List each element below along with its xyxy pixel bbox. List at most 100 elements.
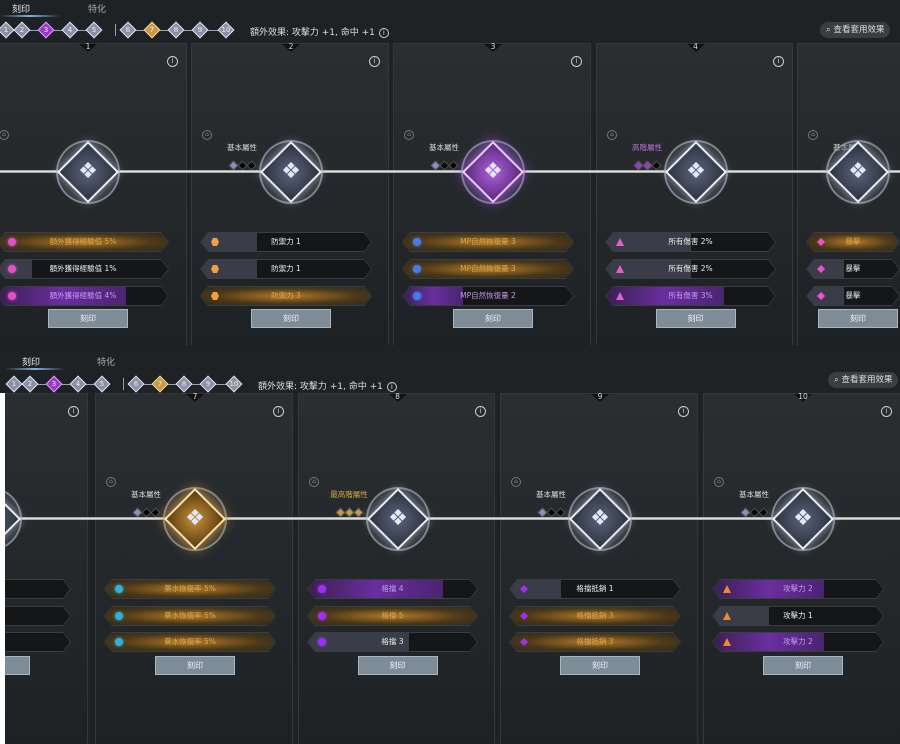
stepper-node-4[interactable]: 4 <box>69 375 87 393</box>
stepper-node-2[interactable]: 2 <box>21 375 39 393</box>
stepper-node-3[interactable]: 3 <box>37 21 55 39</box>
stepper-node-8[interactable]: 8 <box>175 375 193 393</box>
engrave-button[interactable]: 刻印 <box>453 309 533 328</box>
stat-circle-icon <box>8 265 16 273</box>
engrave-timeline <box>0 517 900 520</box>
stat-text: 所有傷害 3% <box>668 291 713 300</box>
info-icon[interactable]: i <box>167 56 178 67</box>
info-icon[interactable]: i <box>678 406 689 417</box>
stepper-node-10[interactable]: 10 <box>225 375 243 393</box>
view-applied-effects-button[interactable]: ⌕ 查看套用效果 <box>828 372 899 388</box>
tab-engrave[interactable]: 刻印 <box>22 358 41 368</box>
stat-bar-inner: 藥水恢復率 5% <box>105 607 275 625</box>
tier-gem-icon <box>546 507 556 518</box>
lock-icon[interactable]: ⌂ <box>607 130 617 140</box>
stat-text: 防禦力 1 <box>271 237 301 246</box>
info-icon[interactable]: i <box>571 56 582 67</box>
stat-bar: 格擋 3 <box>307 632 478 652</box>
stat-bar: 防禦力 3 <box>200 286 372 306</box>
stepper-node-9[interactable]: 9 <box>191 21 209 39</box>
stat-bar: 暴擊 <box>806 232 900 252</box>
engrave-button[interactable]: 刻印 <box>357 656 438 675</box>
engrave-card: 10 i ⌂ 基本屬性 ❖ 攻擊力 2 攻擊力 1 攻擊力 2 刻印 <box>703 392 900 744</box>
stat-circle-icon <box>8 292 16 300</box>
info-icon[interactable]: i <box>881 406 892 417</box>
stepper-node-label: 8 <box>181 380 187 388</box>
info-icon[interactable]: i <box>68 406 79 417</box>
stat-bar-fill <box>201 233 257 251</box>
stepper-node-4[interactable]: 4 <box>61 21 79 39</box>
stat-text: 格擋 4 <box>381 584 404 593</box>
stepper-node-6[interactable]: 6 <box>119 21 137 39</box>
info-icon[interactable]: i <box>773 56 784 67</box>
stat-bar: 格擋 4 <box>307 579 478 599</box>
lock-icon[interactable]: ⌂ <box>106 477 116 487</box>
stepper-node-8[interactable]: 8 <box>167 21 185 39</box>
tier-gem-icon <box>439 160 449 171</box>
tier-gem-icon <box>430 160 440 171</box>
engrave-button[interactable]: 刻印 <box>560 656 640 675</box>
lock-icon[interactable]: ⌂ <box>309 477 319 487</box>
knot-icon: ❖ <box>793 506 813 531</box>
lock-icon[interactable]: ⌂ <box>714 477 724 487</box>
stat-bar-inner: 格擋抵銷 1 <box>510 580 680 598</box>
stepper-node-9[interactable]: 9 <box>199 375 217 393</box>
stat-bar: 攻擊力 2 <box>712 632 884 652</box>
lock-icon[interactable]: ⌂ <box>808 130 818 140</box>
engrave-card: 9 i ⌂ 基本屬性 ❖ 格擋抵銷 1 格擋抵銷 3 格擋抵銷 3 刻印 <box>500 392 698 744</box>
stat-bar-inner: 額外獲得經驗值 1% <box>0 260 168 278</box>
stepper-node-5[interactable]: 5 <box>93 375 111 393</box>
stat-bar-fill <box>807 287 844 305</box>
engrave-card: 4 i ⌂ 高階屬性 ❖ 所有傷害 2% 所有傷害 2% 所有傷害 3% 刻印 <box>596 42 793 345</box>
stepper-node-1[interactable]: 1 <box>5 375 23 393</box>
lock-icon[interactable]: ⌂ <box>404 130 414 140</box>
card-number: 4 <box>693 42 698 51</box>
stepper-node-label: 10 <box>221 26 231 34</box>
stepper-node-7[interactable]: 7 <box>143 21 161 39</box>
engrave-button[interactable]: 刻印 <box>818 309 898 328</box>
knot-icon: ❖ <box>185 506 205 531</box>
extra-effect-text: 額外效果: 攻擊力 +1, 命中 +1 <box>250 28 375 38</box>
stat-bar-fill <box>0 287 126 305</box>
stepper-node-1[interactable]: 1 <box>0 21 15 39</box>
extra-effect-text: 額外效果: 攻擊力 +1, 命中 +1 <box>258 382 383 392</box>
stat-text: 額外獲得經驗值 1% <box>49 264 117 273</box>
tab-engrave[interactable]: 刻印 <box>12 5 31 15</box>
info-icon[interactable]: i <box>386 381 397 392</box>
info-icon[interactable]: i <box>475 406 486 417</box>
stepper-node-6[interactable]: 6 <box>127 375 145 393</box>
engrave-button[interactable]: 刻印 <box>763 656 843 675</box>
view-applied-effects-button[interactable]: ⌕ 查看套用效果 <box>820 22 891 38</box>
stepper-node-10[interactable]: 10 <box>217 21 235 39</box>
stat-bar: 攻擊力 2 <box>712 579 884 599</box>
stat-text: 暴擊 <box>845 237 861 246</box>
engrave-button[interactable]: 刻印 <box>655 309 736 328</box>
engrave-card: 7 i ⌂ 基本屬性 ❖ 藥水恢復率 5% 藥水恢復率 5% 藥水恢復率 5% 刻印 <box>95 392 293 744</box>
stepper-node-label: 4 <box>75 380 81 388</box>
stepper-node-label: 2 <box>27 380 33 388</box>
tab-specialize[interactable]: 特化 <box>88 5 107 15</box>
stepper-node-2[interactable]: 2 <box>13 21 31 39</box>
card-number-notch <box>484 44 502 52</box>
lock-icon[interactable]: ⌂ <box>202 130 212 140</box>
stepper-node-3[interactable]: 3 <box>45 375 63 393</box>
stat-hexagon-icon <box>211 238 219 246</box>
info-icon[interactable]: i <box>369 56 380 67</box>
stat-hexagon-icon <box>211 292 219 300</box>
info-icon[interactable]: i <box>273 406 284 417</box>
engrave-button[interactable]: 刻印 <box>48 309 128 328</box>
stat-bar-fill <box>510 633 680 651</box>
stepper-node-label: 4 <box>67 26 73 34</box>
stepper-node-5[interactable]: 5 <box>85 21 103 39</box>
tab-specialize[interactable]: 特化 <box>97 358 116 368</box>
card-number-notch <box>186 394 204 402</box>
stat-bar-fill <box>308 633 409 651</box>
lock-icon[interactable]: ⌂ <box>511 477 521 487</box>
stepper-node-7[interactable]: 7 <box>151 375 169 393</box>
stat-circle-icon <box>413 238 421 246</box>
lock-icon[interactable]: ⌂ <box>0 130 9 140</box>
engrave-button[interactable] <box>0 656 30 675</box>
info-icon[interactable]: i <box>378 27 389 38</box>
engrave-button[interactable]: 刻印 <box>155 656 235 675</box>
engrave-button[interactable]: 刻印 <box>251 309 331 328</box>
